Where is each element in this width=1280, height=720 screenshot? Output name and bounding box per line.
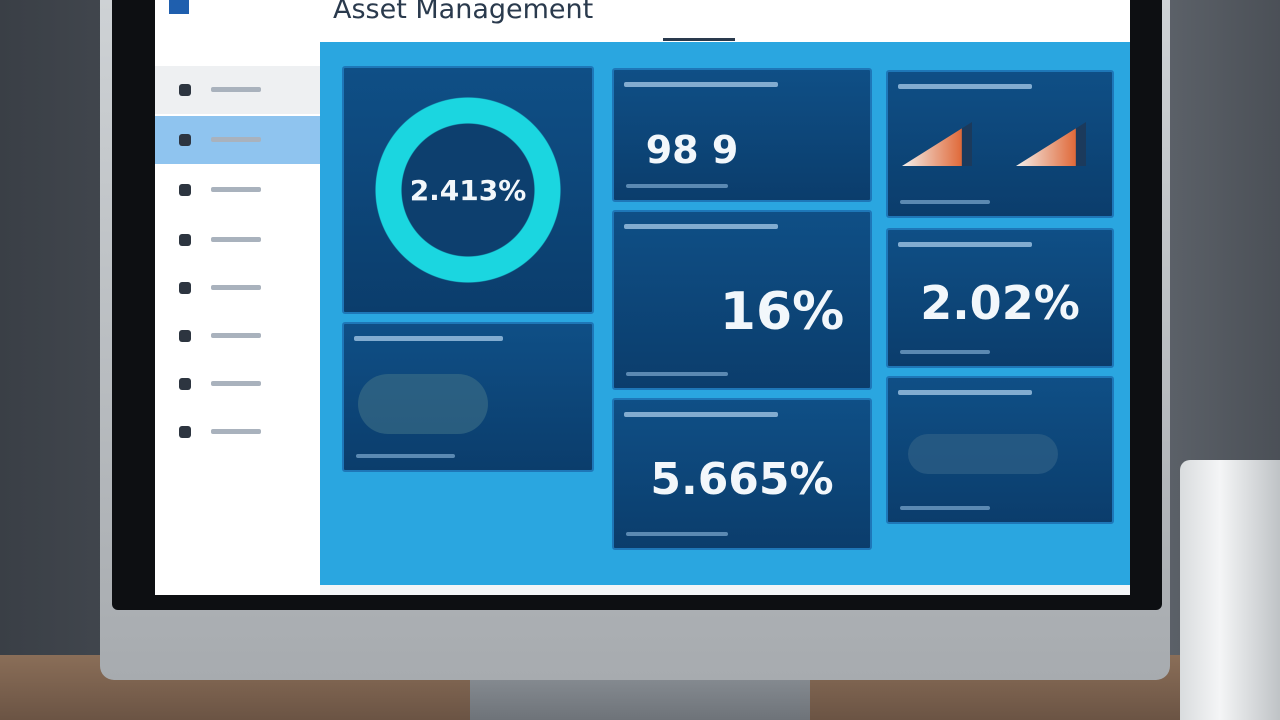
card: 98 9 bbox=[612, 68, 872, 202]
blurred-value bbox=[358, 374, 488, 434]
nav-item[interactable] bbox=[155, 312, 320, 360]
card: 2.02% bbox=[886, 228, 1114, 368]
logo bbox=[169, 0, 189, 14]
dashboard: 2.413% 98 9 16% 5.665% bbox=[320, 42, 1130, 585]
nav-item[interactable] bbox=[155, 360, 320, 408]
blurred-value bbox=[908, 434, 1058, 474]
nav-item-active[interactable] bbox=[155, 116, 320, 164]
mini-chart bbox=[1016, 122, 1086, 166]
card: 5.665% bbox=[612, 398, 872, 550]
donut-card: 2.413% bbox=[342, 66, 594, 314]
card bbox=[886, 376, 1114, 524]
card-value: 2.02% bbox=[920, 276, 1080, 330]
card bbox=[342, 322, 594, 472]
top-bar: Asset Management bbox=[155, 0, 1130, 42]
page-title: Asset Management bbox=[333, 0, 594, 25]
card-value: 16% bbox=[719, 282, 845, 342]
nav-item[interactable] bbox=[155, 408, 320, 456]
sidebar bbox=[155, 42, 320, 595]
nav-item[interactable] bbox=[155, 264, 320, 312]
screen: Asset Management 2.413% 98 9 bbox=[155, 0, 1130, 595]
mini-chart bbox=[902, 122, 972, 166]
card-value: 5.665% bbox=[650, 454, 834, 505]
nav-item[interactable] bbox=[155, 166, 320, 214]
card-value: 98 9 bbox=[645, 128, 739, 172]
donut bbox=[374, 96, 562, 284]
tab-underline bbox=[663, 38, 735, 41]
nav-item[interactable] bbox=[155, 66, 320, 114]
nav-item[interactable] bbox=[155, 216, 320, 264]
coffee-cup bbox=[1180, 460, 1280, 720]
card-value: 2.413% bbox=[409, 174, 527, 207]
card: 16% bbox=[612, 210, 872, 390]
chart-card bbox=[886, 70, 1114, 218]
